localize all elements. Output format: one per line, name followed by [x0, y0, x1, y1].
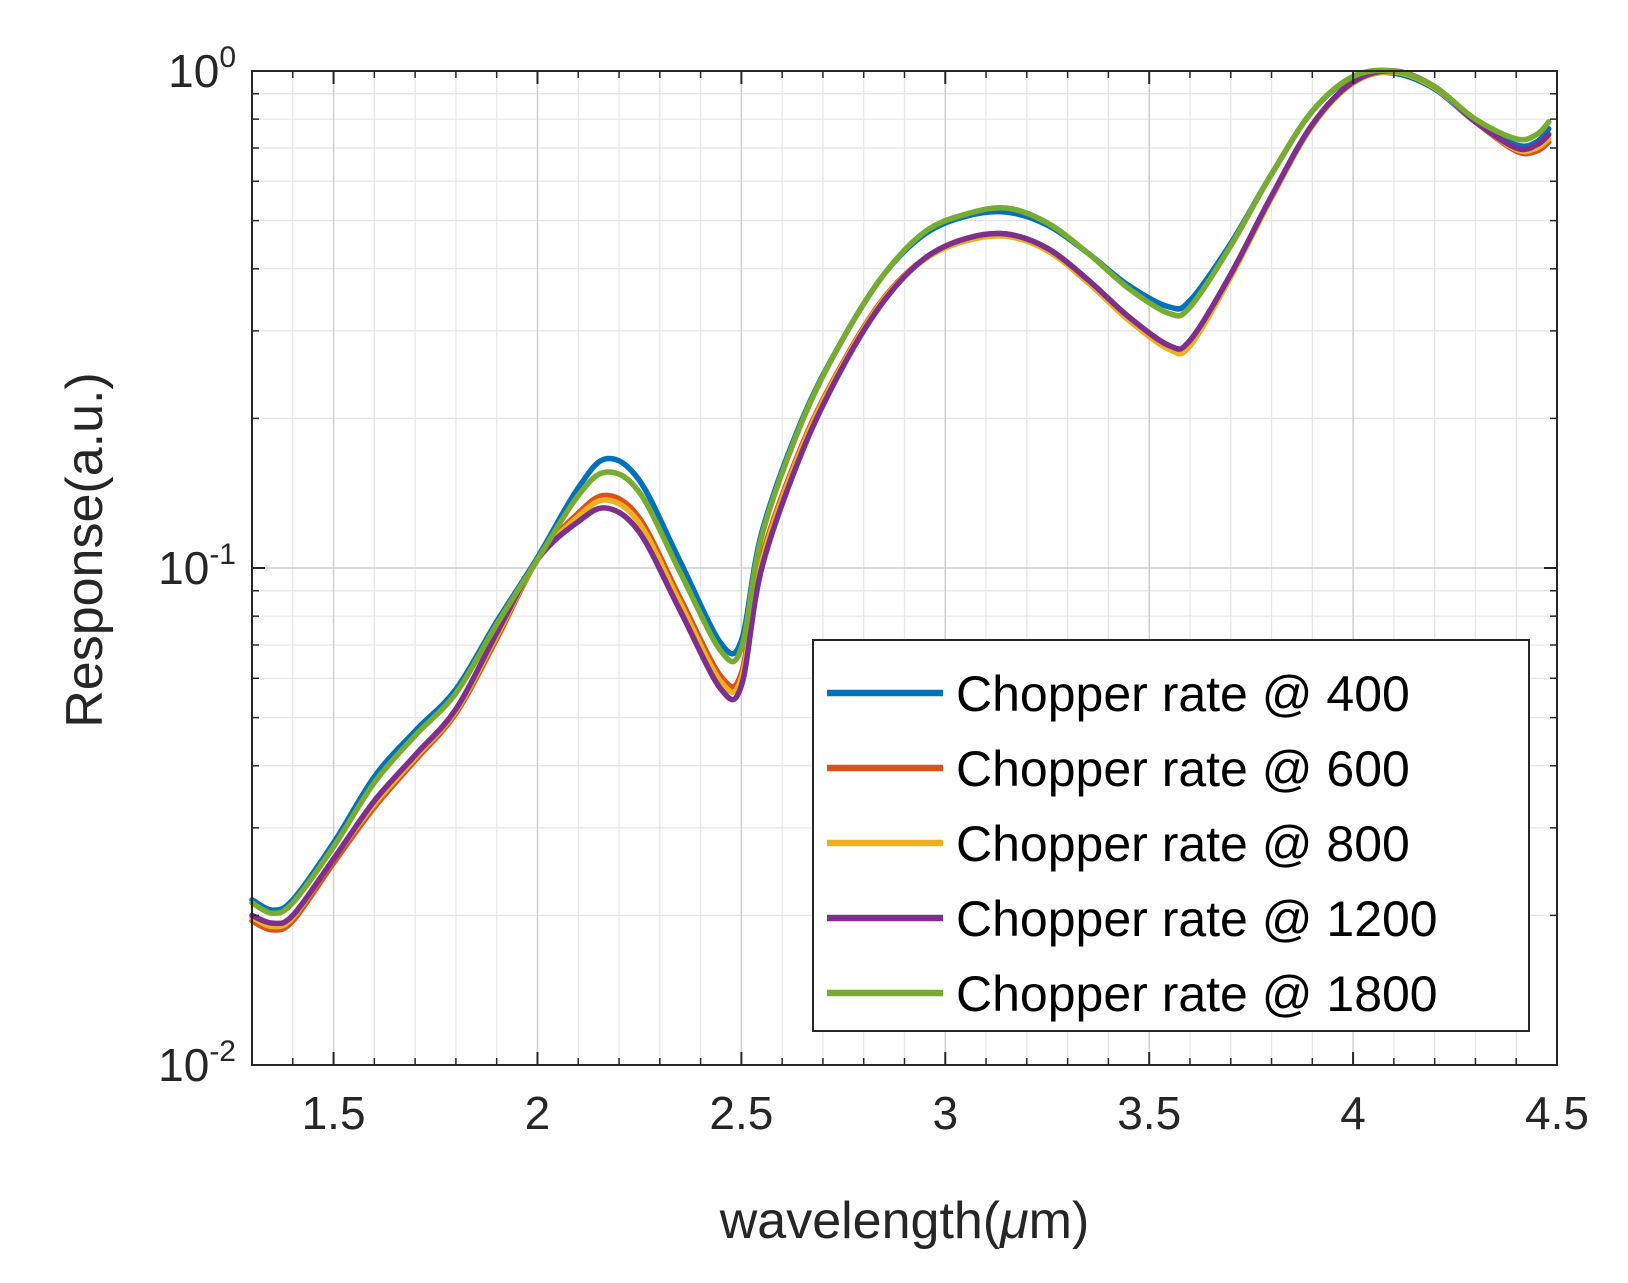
x-tick-label: 4: [1340, 1087, 1366, 1139]
axis-ticks: [251, 70, 1558, 1066]
legend-box: [812, 639, 1530, 1032]
series-line-4: [249, 68, 1552, 927]
y-axis-label: Response(a.u.): [56, 372, 114, 728]
x-tick-labels: 1.5 2 2.5 3 3.5 4 4.5: [302, 1087, 1589, 1139]
legend-label-5: Chopper rate @ 1800: [956, 966, 1438, 1022]
x-tick-label: 4.5: [1525, 1087, 1589, 1139]
plot-lines: [249, 67, 1552, 933]
x-tick-label: 1.5: [302, 1087, 366, 1139]
y-tick-labels: 100 10-1 10-2: [158, 41, 236, 1091]
legend-label-3: Chopper rate @ 800: [956, 816, 1410, 872]
y-tick-label: 100: [168, 41, 236, 97]
series-line-5: [249, 67, 1552, 916]
legend: Chopper rate @ 400 Chopper rate @ 600 Chop…: [812, 639, 1530, 1032]
x-tick-label: 3: [932, 1087, 958, 1139]
y-tick-label: 10-1: [158, 538, 236, 594]
y-tick-label: 10-2: [158, 1035, 236, 1091]
legend-label-4: Chopper rate @ 1200: [956, 891, 1438, 947]
x-tick-label: 2: [525, 1087, 551, 1139]
x-tick-label: 2.5: [709, 1087, 773, 1139]
x-tick-label: 3.5: [1117, 1087, 1181, 1139]
legend-label-1: Chopper rate @ 400: [956, 666, 1410, 722]
legend-label-2: Chopper rate @ 600: [956, 741, 1410, 797]
x-axis-label: wavelength(μm): [719, 1192, 1090, 1250]
